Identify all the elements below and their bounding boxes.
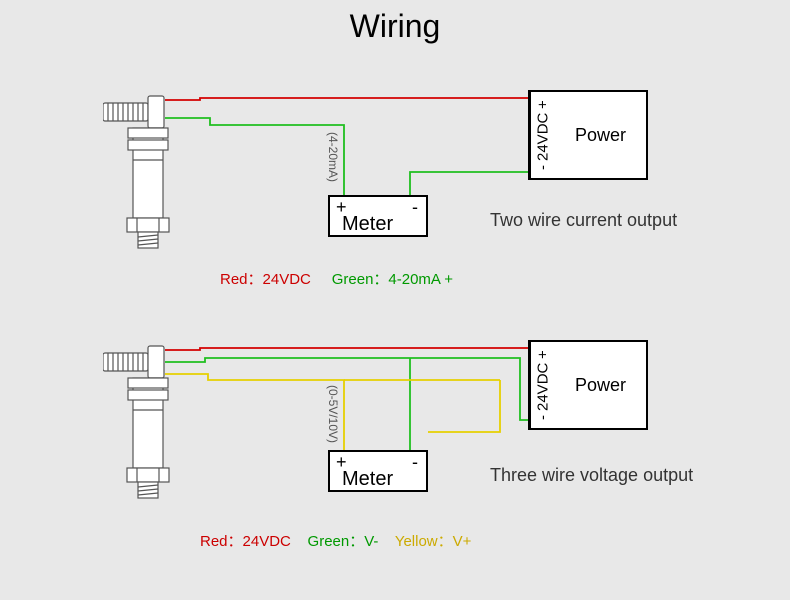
power-1: - 24VDC + Power [528,90,648,180]
meter-2: + - Meter [328,450,428,492]
sensor-1 [103,90,193,260]
legend-2: Red：24VDC Green：V- Yellow：V+ [200,530,471,551]
meter-1-minus: - [412,197,418,218]
meter-1: + - Meter [328,195,428,237]
signal-label-2: (0-5V/10V) [326,385,340,443]
page-title: Wiring [350,8,441,45]
meter-2-label: Meter [342,468,393,491]
meter-2-minus: - [412,452,418,473]
meter-1-label: Meter [342,213,393,236]
caption-1: Two wire current output [490,210,677,231]
caption-2: Three wire voltage output [490,465,693,486]
signal-label-1: (4-20mA) [326,132,340,182]
legend-1: Red：24VDC Green：4-20mA + [220,268,453,289]
power-1-label: Power [555,92,646,178]
power-2-voltage: - 24VDC + [530,342,555,428]
sensor-2 [103,340,193,510]
power-2: - 24VDC + Power [528,340,648,430]
power-1-voltage: - 24VDC + [530,92,555,178]
power-2-label: Power [555,342,646,428]
